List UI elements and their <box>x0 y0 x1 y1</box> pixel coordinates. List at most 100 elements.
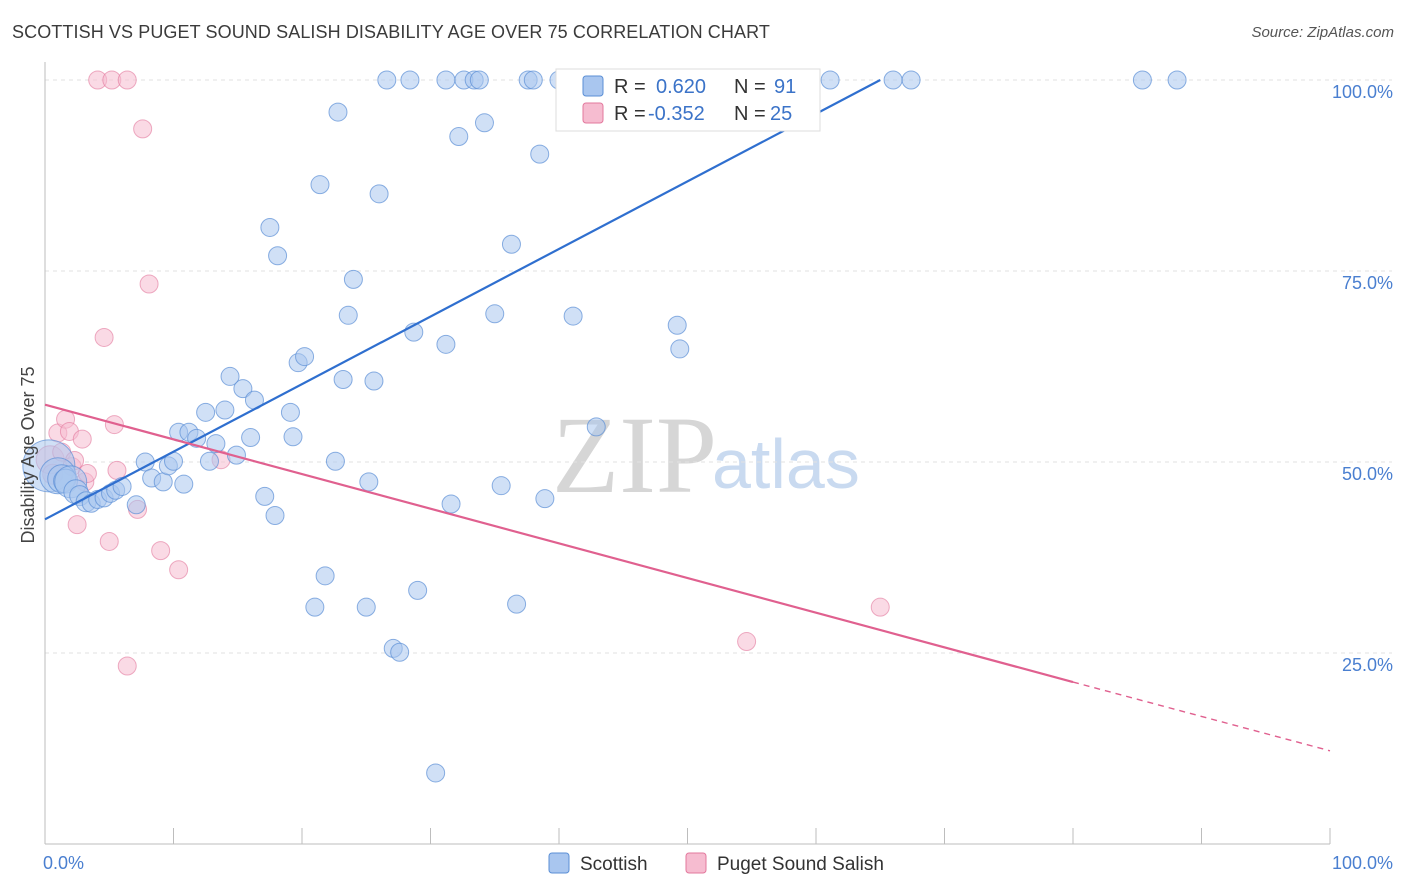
x-tick-label: 100.0% <box>1332 853 1393 873</box>
scottish-point <box>280 402 300 422</box>
scottish-point <box>241 428 261 448</box>
series-legend-swatch-salish <box>685 852 707 874</box>
tick-labels: 25.0% 50.0% 75.0% 100.0% 0.0% 100.0% <box>43 82 1393 873</box>
scottish-point <box>310 175 330 195</box>
scottish-point <box>265 505 285 525</box>
legend-r-label-salish: R = <box>614 103 646 125</box>
scottish-point <box>369 184 389 204</box>
scottish-point <box>356 597 376 617</box>
salish-point <box>133 119 153 139</box>
legend-n-value-salish: 25 <box>770 103 792 125</box>
scottish-point <box>491 476 511 496</box>
scottish-point <box>436 70 456 90</box>
salish-point <box>870 597 890 617</box>
scottish-point <box>535 489 555 509</box>
salish-point <box>94 327 114 347</box>
scottish-point <box>400 70 420 90</box>
scottish-point <box>563 306 583 326</box>
scottish-point <box>260 217 280 237</box>
scottish-point <box>523 70 543 90</box>
y-tick-label: 50.0% <box>1342 464 1393 484</box>
scottish-point <box>364 371 384 391</box>
gridlines <box>45 79 1392 654</box>
scottish-point <box>501 234 521 254</box>
scottish-point <box>426 763 446 783</box>
watermark-atlas: atlas <box>712 425 860 503</box>
source-credit: Source: ZipAtlas.com <box>1251 24 1394 41</box>
scottish-point <box>315 566 335 586</box>
scottish-point <box>112 476 132 496</box>
scottish-point <box>325 451 345 471</box>
salish-point <box>99 531 119 551</box>
salish-trend-extension <box>1072 681 1331 752</box>
scottish-point <box>1132 70 1152 90</box>
scottish-point <box>305 597 325 617</box>
scottish-point <box>436 334 456 354</box>
scottish-point <box>233 379 253 399</box>
scottish-point <box>408 580 428 600</box>
scottish-point <box>820 70 840 90</box>
scottish-point <box>126 495 146 515</box>
series-legend-label-salish: Puget Sound Salish <box>717 854 884 875</box>
scottish-point <box>343 269 363 289</box>
scottish-point <box>530 144 550 164</box>
scottish-point <box>507 594 527 614</box>
puget-sound-salish-points <box>35 70 890 676</box>
series-legend-label-scottish: Scottish <box>580 854 648 875</box>
scottish-point <box>441 494 461 514</box>
chart-title: SCOTTISH VS PUGET SOUND SALISH DISABILIT… <box>12 22 770 42</box>
scottish-point <box>215 400 235 420</box>
scottish-point <box>226 445 246 465</box>
scottish-trend-line <box>44 79 881 521</box>
scottish-point <box>153 472 173 492</box>
x-tick-label: 0.0% <box>43 853 84 873</box>
scottish-point <box>474 113 494 133</box>
salish-trend-line <box>44 403 1074 684</box>
scottish-point <box>485 304 505 324</box>
trend-lines <box>44 79 1331 752</box>
scottish-point <box>449 127 469 147</box>
legend-n-value-scottish: 91 <box>774 76 796 98</box>
scottish-points <box>22 70 1187 783</box>
scottish-point <box>220 366 240 386</box>
scottish-point <box>359 472 379 492</box>
scottish-point <box>174 474 194 494</box>
scottish-point <box>268 246 288 266</box>
scottish-point <box>196 402 216 422</box>
legend-r-label-scottish: R = <box>614 76 646 98</box>
scottish-point <box>255 486 275 506</box>
y-tick-label: 100.0% <box>1332 82 1393 102</box>
legend-n-label-scottish: N = <box>734 76 766 98</box>
y-tick-label: 25.0% <box>1342 655 1393 675</box>
stats-legend: R = 0.620 N = 91 R = -0.352 N = 25 <box>555 68 821 132</box>
scottish-point <box>206 434 226 454</box>
scottish-point <box>883 70 903 90</box>
scottish-point <box>283 427 303 447</box>
salish-point <box>151 541 171 561</box>
salish-point <box>72 429 92 449</box>
legend-r-value-scottish: 0.620 <box>656 76 706 98</box>
scottish-point <box>328 102 348 122</box>
salish-point <box>117 70 137 90</box>
scottish-point <box>1167 70 1187 90</box>
scottish-point <box>377 70 397 90</box>
scottish-point <box>295 347 315 367</box>
y-axis-label: Disability Age Over 75 <box>18 366 38 543</box>
salish-point <box>67 515 87 535</box>
legend-swatch-salish <box>582 102 604 124</box>
salish-point <box>104 415 124 435</box>
scottish-point <box>469 70 489 90</box>
scottish-point <box>670 339 690 359</box>
scottish-point <box>667 315 687 335</box>
scottish-point <box>390 642 410 662</box>
legend-n-label-salish: N = <box>734 103 766 125</box>
scottish-point <box>333 369 353 389</box>
y-tick-label: 75.0% <box>1342 273 1393 293</box>
salish-point <box>139 274 159 294</box>
salish-point <box>107 460 127 480</box>
scottish-point <box>901 70 921 90</box>
scottish-point <box>586 417 606 437</box>
salish-point <box>117 656 137 676</box>
watermark: ZIP atlas <box>552 394 860 516</box>
